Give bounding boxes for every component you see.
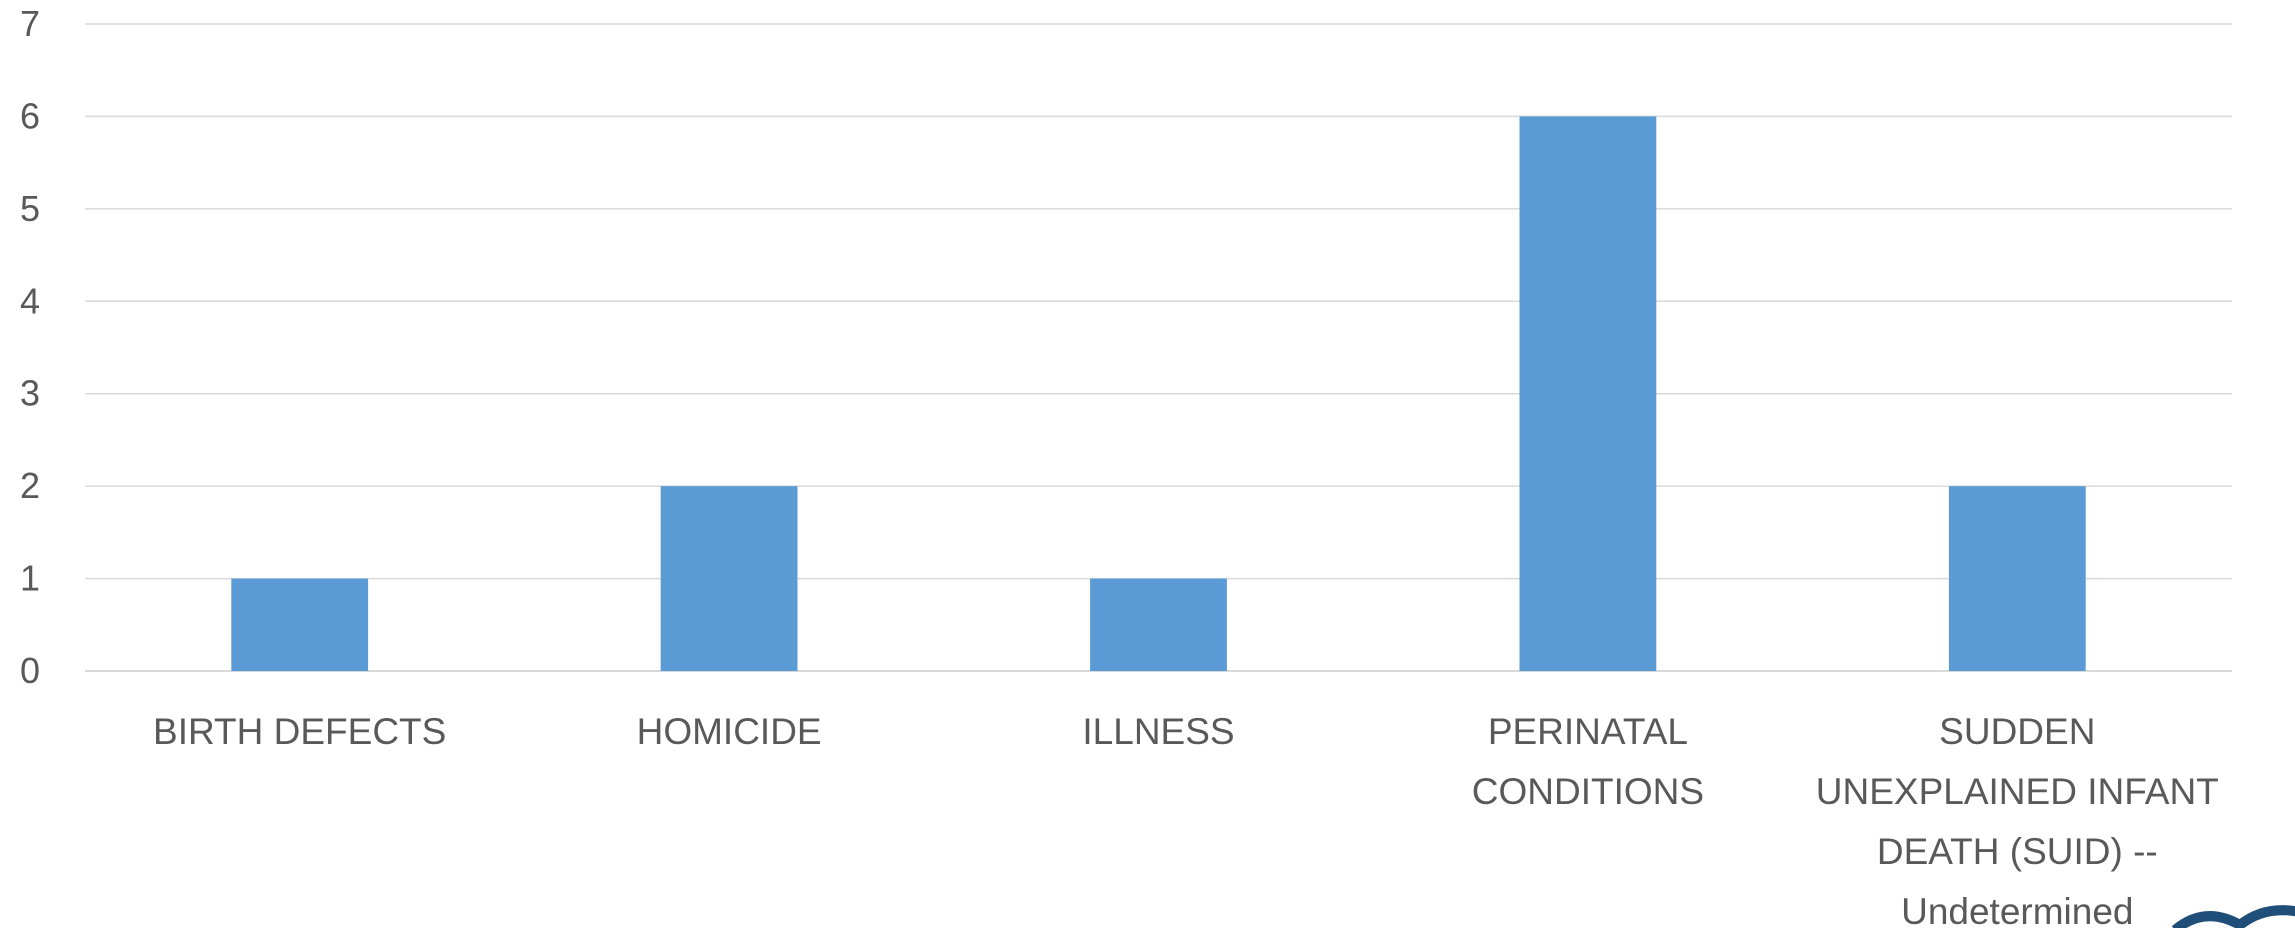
gridlines (85, 23, 2232, 672)
x-category-label: SUDDEN UNEXPLAINED INFANT DEATH (SUID) -- U… (1816, 711, 2219, 928)
logo-corner-icon (2171, 905, 2295, 928)
y-tick-label: 7 (20, 3, 40, 44)
x-category-label: PERINATAL CONDITIONS (1472, 711, 1704, 812)
x-category-label: BIRTH DEFECTS (153, 711, 446, 752)
x-axis-categories: BIRTH DEFECTS HOMICIDE ILLNESS PERINATAL CON… (153, 711, 2219, 928)
x-category-label-line: CONDITIONS (1472, 771, 1704, 812)
y-tick-label: 6 (20, 95, 40, 136)
x-category-label-line: UNEXPLAINED INFANT (1816, 771, 2219, 812)
y-tick-label: 0 (20, 650, 40, 691)
x-category-label-line: BIRTH DEFECTS (153, 711, 446, 752)
bar (1948, 486, 2086, 671)
bars (231, 116, 2086, 671)
x-category-label-line: Undetermined (1901, 891, 2133, 928)
bar (1090, 578, 1227, 671)
x-category-label-line: ILLNESS (1082, 711, 1234, 752)
x-category-label-line: SUDDEN (1939, 711, 2095, 752)
x-category-label-line: HOMICIDE (637, 711, 822, 752)
y-axis-ticks: 0 1 2 3 4 5 6 7 (20, 3, 40, 691)
x-category-label-line: PERINATAL (1488, 711, 1688, 752)
y-tick-label: 4 (20, 280, 40, 321)
y-tick-label: 3 (20, 373, 40, 414)
bar (1519, 116, 1657, 671)
bar (660, 486, 798, 671)
bar (231, 578, 369, 671)
x-category-label: HOMICIDE (637, 711, 822, 752)
y-tick-label: 1 (20, 558, 40, 599)
x-category-label: ILLNESS (1082, 711, 1234, 752)
y-tick-label: 2 (20, 465, 40, 506)
y-tick-label: 5 (20, 188, 40, 229)
x-category-label-line: DEATH (SUID) -- (1877, 831, 2158, 872)
